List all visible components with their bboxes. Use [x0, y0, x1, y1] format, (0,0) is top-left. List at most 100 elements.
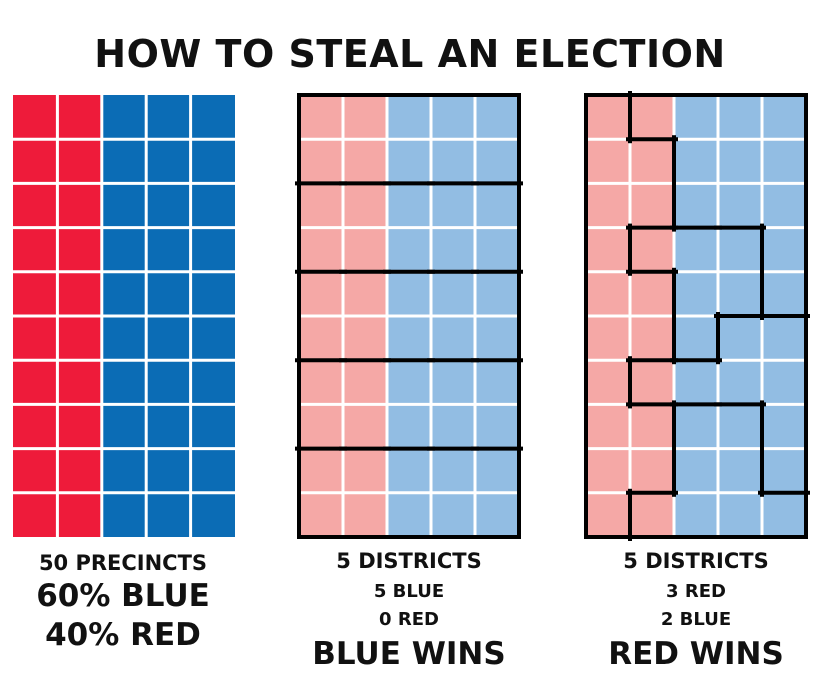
- blue-precinct-cell: [718, 360, 762, 405]
- red-precinct-cell: [299, 227, 343, 272]
- red-precinct-cell: [630, 448, 674, 493]
- blue-precinct-cell: [190, 227, 235, 272]
- blue-precinct-cell: [674, 492, 718, 537]
- blue-precinct-cell: [762, 404, 806, 449]
- blue-precinct-cell: [146, 183, 191, 228]
- red-precinct-cell: [343, 360, 387, 405]
- blue-precinct-cell: [674, 271, 718, 316]
- blue-precinct-cell: [431, 183, 475, 228]
- red-precinct-cell: [299, 316, 343, 361]
- blue-precinct-cell: [387, 360, 431, 405]
- red-precinct-cell: [630, 492, 674, 537]
- blue-precinct-cell: [387, 227, 431, 272]
- red-precinct-cell: [586, 271, 630, 316]
- red-precinct-cell: [299, 183, 343, 228]
- red-precinct-cell: [630, 316, 674, 361]
- blue-precinct-cell: [101, 227, 147, 272]
- blue-precinct-cell: [762, 183, 806, 228]
- red-precinct-cell: [586, 227, 630, 272]
- district-outer-border: [297, 93, 521, 539]
- red-precinct-cell: [343, 183, 387, 228]
- red-precinct-cell: [57, 95, 102, 140]
- caption-precincts-line1: 50 PRECINCTS: [38, 551, 208, 575]
- red-precinct-cell: [57, 316, 102, 361]
- caption-gerrymander-line2: 3 RED: [666, 581, 726, 602]
- caption-gerrymander-line1: 5 DISTRICTS: [623, 549, 769, 573]
- red-precinct-cell: [57, 227, 102, 272]
- blue-precinct-cell: [431, 492, 475, 537]
- blue-precinct-cell: [718, 448, 762, 493]
- caption-precincts-line2: 60% BLUE: [36, 578, 210, 614]
- blue-precinct-cell: [674, 404, 718, 449]
- blue-precinct-cell: [718, 271, 762, 316]
- blue-precinct-cell: [674, 183, 718, 228]
- red-precinct-cell: [586, 95, 630, 140]
- red-precinct-cell: [630, 95, 674, 140]
- red-precinct-cell: [299, 95, 343, 140]
- red-precinct-cell: [57, 448, 102, 493]
- gerrymandered-districts-panel: [584, 91, 810, 541]
- red-precinct-cell: [343, 448, 387, 493]
- blue-precinct-cell: [762, 271, 806, 316]
- red-precinct-cell: [586, 404, 630, 449]
- caption-fair-line1: 5 DISTRICTS: [336, 549, 482, 573]
- blue-precinct-cell: [762, 139, 806, 184]
- blue-precinct-cell: [674, 316, 718, 361]
- caption-fair-line3: 0 RED: [379, 609, 439, 630]
- red-precinct-cell: [13, 360, 58, 405]
- blue-precinct-cell: [190, 360, 235, 405]
- blue-precinct-cell: [718, 95, 762, 140]
- red-precinct-cell: [13, 492, 58, 537]
- blue-precinct-cell: [674, 227, 718, 272]
- caption-precincts-line3: 40% RED: [45, 617, 201, 653]
- blue-precinct-cell: [387, 183, 431, 228]
- red-precinct-cell: [299, 360, 343, 405]
- blue-precinct-cell: [431, 139, 475, 184]
- blue-precinct-cell: [475, 271, 519, 316]
- blue-precinct-cell: [475, 360, 519, 405]
- blue-precinct-cell: [475, 492, 519, 537]
- red-precinct-cell: [13, 183, 58, 228]
- blue-precinct-cell: [101, 95, 147, 140]
- red-precinct-cell: [13, 316, 58, 361]
- blue-precinct-cell: [475, 316, 519, 361]
- blue-precinct-cell: [475, 404, 519, 449]
- blue-precinct-cell: [146, 227, 191, 272]
- blue-precinct-cell: [762, 360, 806, 405]
- blue-precinct-cell: [387, 492, 431, 537]
- blue-precinct-cell: [387, 448, 431, 493]
- red-precinct-cell: [586, 360, 630, 405]
- blue-precinct-cell: [101, 448, 147, 493]
- blue-precinct-cell: [762, 227, 806, 272]
- blue-precinct-cell: [718, 139, 762, 184]
- red-precinct-cell: [343, 492, 387, 537]
- blue-precinct-cell: [387, 271, 431, 316]
- red-precinct-cell: [57, 183, 102, 228]
- blue-precinct-cell: [101, 139, 147, 184]
- blue-precinct-cell: [387, 139, 431, 184]
- blue-precinct-cell: [718, 183, 762, 228]
- precinct-grid-panel: [13, 95, 235, 537]
- red-precinct-cell: [586, 183, 630, 228]
- caption-gerrymander-outcome: RED WINS: [608, 636, 784, 672]
- blue-precinct-cell: [431, 95, 475, 140]
- blue-precinct-cell: [146, 271, 191, 316]
- blue-precinct-cell: [475, 139, 519, 184]
- red-precinct-cell: [343, 95, 387, 140]
- blue-precinct-cell: [387, 404, 431, 449]
- red-precinct-cell: [299, 404, 343, 449]
- red-precinct-cell: [586, 139, 630, 184]
- blue-precinct-cell: [431, 360, 475, 405]
- caption-fair-line2: 5 BLUE: [373, 581, 445, 602]
- caption-gerrymander-line3: 2 BLUE: [660, 609, 732, 630]
- blue-precinct-cell: [718, 492, 762, 537]
- blue-precinct-cell: [101, 316, 147, 361]
- blue-precinct-cell: [146, 139, 191, 184]
- blue-precinct-cell: [718, 227, 762, 272]
- blue-precinct-cell: [718, 404, 762, 449]
- blue-precinct-cell: [101, 271, 147, 316]
- blue-precinct-cell: [190, 316, 235, 361]
- blue-precinct-cell: [431, 316, 475, 361]
- red-precinct-cell: [299, 271, 343, 316]
